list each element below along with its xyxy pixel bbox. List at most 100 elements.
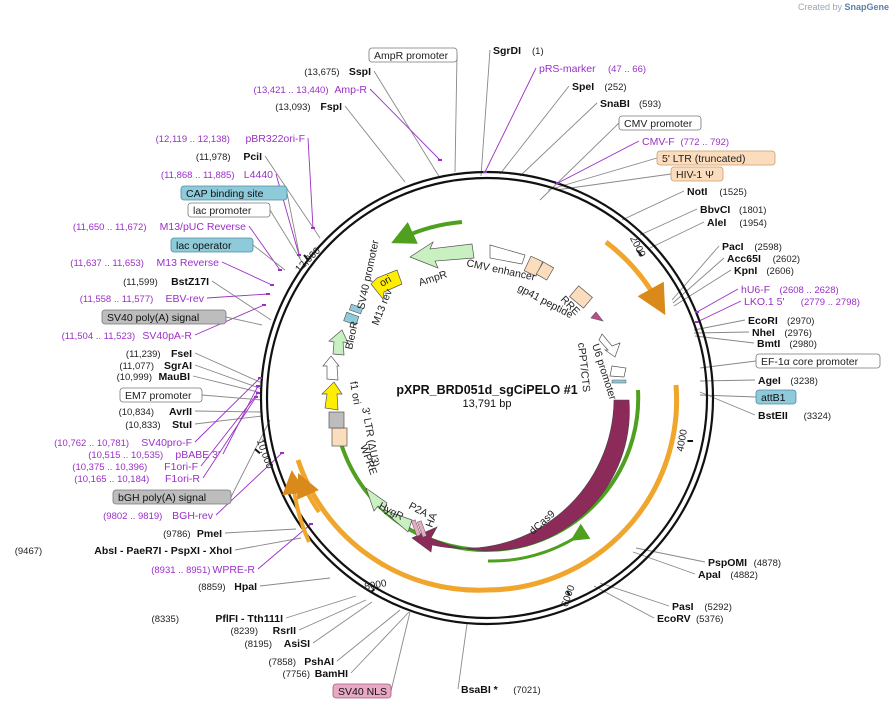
primer-position: (11,504 .. 11,523) (62, 331, 136, 342)
site-pcii: PciI (11,978) (196, 151, 262, 163)
site-position: (5292) (704, 602, 731, 613)
primer-position: (47 .. 66) (608, 64, 646, 75)
site-absi-paer7i-pspxi-xhoi: AbsI - PaeR7I - PspXI - XhoI (9467) (15, 545, 232, 557)
primer-name: LKO.1 5' (744, 296, 785, 308)
feature-box-bg (332, 683, 392, 699)
feature-box-label: AmpR promoter (374, 50, 449, 62)
feature-box-label: attB1 (761, 392, 786, 404)
primer-name: pRS-marker (539, 63, 596, 75)
feature-box-ef-1-core-promoter: EF-1α core promoter (755, 353, 881, 369)
site-name: AvrII (169, 406, 192, 418)
site-position: (8195) (245, 639, 272, 650)
site-leader (259, 577, 331, 587)
site-asisi: AsiSI (8195) (245, 638, 311, 650)
site-name: BsaBI * (461, 684, 499, 696)
primer-lko-1-5: LKO.1 5' (2779 .. 2798) (695, 296, 860, 323)
green-arc-3 (391, 220, 463, 244)
site-position: (2970) (787, 316, 814, 327)
tick-mark (303, 254, 309, 261)
primer-position: (13,421 .. 13,440) (254, 85, 329, 96)
feature-box-bg (170, 237, 254, 253)
site-fsei: FseI (11,239) (126, 348, 192, 360)
site-leader (192, 375, 263, 394)
ef1a-arrow (609, 365, 627, 378)
feature-box-label: bGH poly(A) signal (118, 492, 206, 504)
primer-name: Amp-R (334, 84, 367, 96)
site-ecorv: EcoRV (5376) (657, 613, 723, 625)
primer-position: (11,637 .. 11,653) (70, 258, 144, 269)
site-leader (344, 105, 406, 183)
site-name: HpaI (234, 581, 257, 593)
site-leader (621, 190, 685, 221)
primer-leader (484, 67, 537, 173)
feature-cppt: cPPT/CTS (575, 342, 592, 393)
site-leader (649, 221, 705, 249)
primer-sv40pa-r: SV40pA-R (11,504 .. 11,523) (62, 304, 266, 342)
tick-label: 6000 (560, 583, 578, 608)
site-pasi: PasI (5292) (672, 601, 732, 613)
tick-mark (636, 249, 643, 257)
site-position: (1801) (739, 205, 766, 216)
feature-box-bg (755, 353, 881, 369)
site-name: SspI (349, 66, 371, 78)
primer-name: WPRE-R (212, 564, 255, 576)
site-ecori: EcoRI (2970) (748, 315, 814, 327)
site-name: NotI (687, 186, 707, 198)
site-name: FspI (320, 101, 342, 113)
site-leader (194, 410, 263, 413)
site-leader (194, 352, 263, 384)
feature-box-label: EF-1α core promoter (761, 356, 859, 368)
site-bsteii: BstEII (3324) (758, 410, 831, 422)
feature-leader (454, 54, 458, 173)
site-position: (9786) (163, 529, 190, 540)
site-leader (194, 415, 263, 425)
site-position: (2976) (784, 328, 811, 339)
feature-leader (699, 360, 757, 369)
site-position: (13,093) (275, 102, 310, 113)
site-leader (224, 528, 297, 534)
site-name: SgrAI (164, 360, 192, 372)
site-name: PflFI - Tth111I (215, 613, 283, 625)
site-leader (699, 379, 756, 382)
feature-box-bg (119, 387, 203, 403)
primer-sv40pro-f: SV40pro-F (10,762 .. 10,781) (54, 377, 262, 449)
primer-position: (11,558 .. 11,577) (80, 294, 154, 305)
primer-name: M13 Reverse (157, 257, 220, 269)
site-position: (7021) (513, 685, 540, 696)
primer-position: (11,650 .. 11,672) (73, 222, 147, 233)
tick-label: 2000 (627, 234, 647, 259)
feature-box-label: lac operator (176, 240, 232, 252)
primer-m13-puc-reverse: M13/pUC Reverse (11,650 .. 11,672) (73, 221, 282, 271)
primer-cmv-f: CMV-F (772 .. 792) (556, 136, 730, 184)
feature-box-label: EM7 promoter (125, 390, 192, 402)
primer-name: EBV-rev (165, 293, 204, 305)
site-position: (3324) (804, 411, 831, 422)
f1ori-arrow (321, 381, 343, 411)
site-name: NheI (752, 327, 775, 339)
site-snabi: SnaBI (593) (600, 98, 661, 110)
site-leader (639, 208, 698, 236)
tick-label: 4000 (675, 428, 690, 452)
feature-hygr: HygR (377, 500, 406, 523)
site-position: (11,978) (196, 152, 231, 163)
tick-mark (254, 448, 261, 454)
feature-box-lac-operator: lac operator (170, 237, 254, 253)
site-position: (3238) (790, 376, 817, 387)
site-fspi: FspI (13,093) (275, 101, 342, 113)
site-position: (4878) (754, 558, 781, 569)
green-arc-2 (487, 523, 591, 563)
primer-position: (12,119 .. 12,138) (156, 134, 230, 145)
primer-position: (772 .. 792) (681, 137, 730, 148)
feature-ori: ori (378, 273, 394, 289)
feature-box-label: HIV-1 Ψ (676, 169, 714, 181)
site-apai: ApaI (4882) (698, 569, 758, 581)
primer-pbabe-3: pBABE 3' (10,515 .. 10,535) (88, 385, 260, 461)
attb1-box (611, 379, 627, 384)
site-name: AleI (707, 217, 726, 229)
m13-box (343, 311, 360, 326)
feature-box-sv40-poly-a-signal: SV40 poly(A) signal (101, 309, 227, 325)
primer-position: (10,165 .. 10,184) (74, 474, 149, 485)
primer-l4440: L4440 (11,868 .. 11,885) (161, 169, 301, 256)
site-position: (13,675) (304, 67, 339, 78)
site-nhei: NheI (2976) (752, 327, 812, 339)
